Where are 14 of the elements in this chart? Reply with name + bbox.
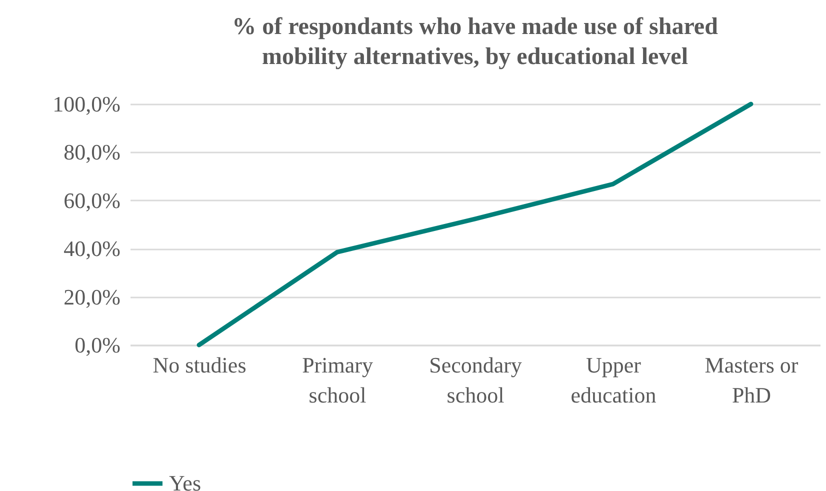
x-tick-label: Primary school bbox=[302, 352, 373, 408]
x-tick-label: Secondary school bbox=[429, 352, 522, 408]
y-tick-label: 80,0% bbox=[64, 140, 120, 165]
chart-title: % of respondants who have made use of shared mobility alternatives, by educational level bbox=[232, 14, 719, 70]
y-tick-label: 100,0% bbox=[52, 92, 120, 116]
y-tick-label: 20,0% bbox=[64, 284, 120, 310]
x-tick-label: Upper education bbox=[570, 352, 656, 408]
y-tick-label: 40,0% bbox=[64, 236, 120, 262]
line-series bbox=[196, 102, 754, 348]
legend-label: Yes bbox=[169, 470, 202, 491]
y-tick-label: 60,0% bbox=[64, 188, 120, 213]
x-tick-label: No studies bbox=[152, 352, 246, 378]
y-tick-label: 0,0% bbox=[74, 332, 120, 358]
x-tick-label: Masters or PhD bbox=[704, 352, 799, 408]
